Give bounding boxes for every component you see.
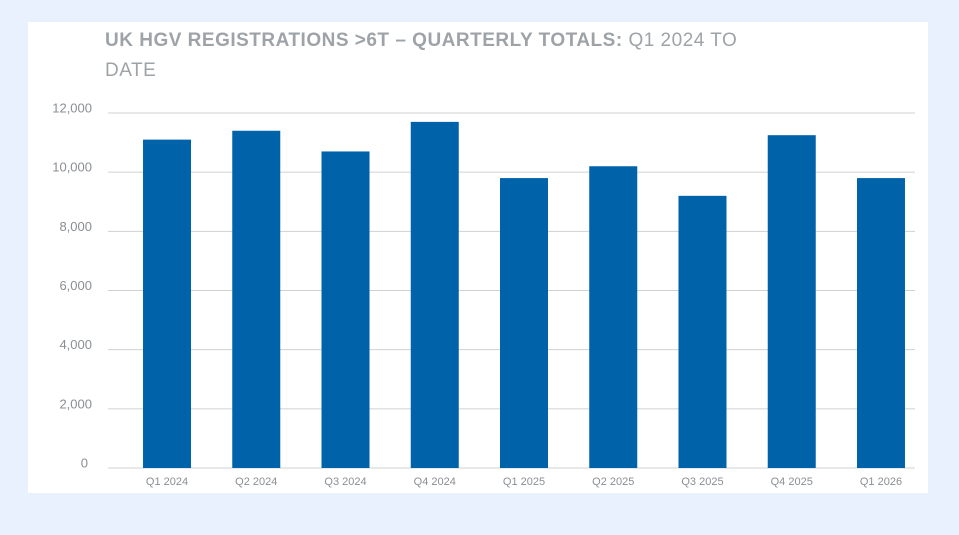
x-tick-label: Q1 2024 bbox=[146, 476, 188, 488]
bar bbox=[321, 151, 370, 469]
y-tick-label: 6,000 bbox=[59, 278, 92, 293]
y-tick-label: 10,000 bbox=[52, 160, 92, 175]
x-tick-label: Q2 2024 bbox=[235, 476, 277, 488]
bar bbox=[589, 166, 638, 468]
y-tick-label: 8,000 bbox=[59, 219, 92, 234]
chart-title: UK HGV REGISTRATIONS >6T – QUARTERLY TOT… bbox=[105, 30, 623, 51]
x-tick-label: Q4 2025 bbox=[771, 476, 813, 488]
x-tick-label: Q1 2026 bbox=[860, 476, 902, 488]
x-tick-label: Q1 2025 bbox=[503, 476, 545, 488]
x-tick-label: Q3 2024 bbox=[324, 476, 366, 488]
x-tick-label: Q2 2025 bbox=[592, 476, 634, 488]
y-tick-label: 2,000 bbox=[59, 396, 92, 411]
x-tick-label: Q4 2024 bbox=[414, 476, 456, 488]
bar bbox=[143, 139, 192, 468]
y-tick-label: 4,000 bbox=[59, 337, 92, 352]
bar bbox=[678, 195, 727, 469]
x-tick-label: Q3 2025 bbox=[681, 476, 723, 488]
y-tick-label: 0 bbox=[81, 455, 88, 470]
bar bbox=[767, 135, 816, 468]
bar bbox=[232, 130, 281, 468]
y-tick-label: 12,000 bbox=[52, 100, 92, 115]
chart-subtitle: Q1 2024 TO DATE bbox=[105, 30, 738, 81]
bar bbox=[410, 121, 459, 468]
chart-title-block: UK HGV REGISTRATIONS >6T – QUARTERLY TOT… bbox=[105, 26, 745, 86]
bar bbox=[856, 178, 905, 469]
bar bbox=[500, 178, 548, 469]
